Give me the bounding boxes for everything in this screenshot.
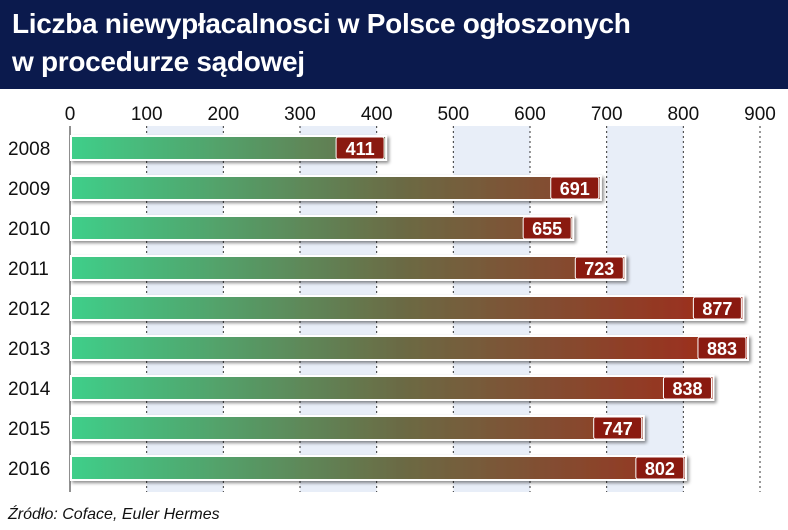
x-tick-label: 700 <box>591 104 623 125</box>
chart-title-line-2: w procedurze sądowej <box>12 46 305 77</box>
data-label: 655 <box>532 219 562 239</box>
bar <box>70 415 645 441</box>
y-category-label: 2009 <box>8 179 50 200</box>
data-label-box <box>692 296 742 320</box>
y-category-label: 2008 <box>8 139 50 160</box>
y-category-label: 2014 <box>8 379 51 400</box>
bar <box>70 255 627 281</box>
chart-title-line-1: Liczba niewypłacalnosci w Polsce ogłoszo… <box>12 8 631 39</box>
x-tick-label: 300 <box>284 104 316 125</box>
x-axis-ticks: 0 100 200 300 400 500 600 700 800 900 <box>65 104 776 125</box>
bars <box>70 135 749 481</box>
chart-header: Liczba niewypłacalnosci w Polsce ogłoszo… <box>0 0 788 89</box>
source-note: Źródło: Coface, Euler Hermes <box>8 506 220 523</box>
data-label: 723 <box>584 259 614 279</box>
x-tick-label: 900 <box>744 104 776 125</box>
data-label-box <box>662 376 712 400</box>
x-tick-label: 200 <box>207 104 239 125</box>
data-label-box <box>635 456 685 480</box>
x-tick-label: 600 <box>514 104 546 125</box>
bar <box>70 215 575 241</box>
bar <box>70 335 749 361</box>
data-label-box <box>574 256 624 280</box>
data-label: 883 <box>707 339 737 359</box>
y-category-label: 2016 <box>8 459 50 480</box>
bar <box>70 375 715 401</box>
y-category-label: 2012 <box>8 299 50 320</box>
data-label-box <box>593 416 643 440</box>
chart-title: Liczba niewypłacalnosci w Polsce ogłoszo… <box>12 5 772 81</box>
y-category-label: 2010 <box>8 219 50 240</box>
data-label-box <box>697 336 747 360</box>
data-label: 838 <box>672 379 702 399</box>
x-tick-label: 100 <box>131 104 163 125</box>
y-category-label: 2013 <box>8 339 50 360</box>
data-label: 802 <box>645 459 675 479</box>
bar <box>70 175 602 201</box>
y-category-label: 2015 <box>8 419 50 440</box>
data-label: 411 <box>346 139 375 159</box>
data-label-box <box>550 176 600 200</box>
data-label-box <box>522 216 572 240</box>
x-tick-label: 400 <box>361 104 393 125</box>
x-tick-label: 500 <box>437 104 469 125</box>
x-tick-label: 0 <box>65 104 76 125</box>
x-tick-label: 800 <box>667 104 699 125</box>
data-label: 691 <box>560 179 590 199</box>
bar <box>70 135 388 161</box>
data-label-box <box>335 136 385 160</box>
y-category-label: 2011 <box>8 259 49 280</box>
bar <box>70 295 745 321</box>
data-label: 747 <box>603 419 633 439</box>
bar <box>70 455 687 481</box>
y-axis-categories: 2008 2009 2010 2011 2012 2013 2014 2015 2016 <box>8 139 51 480</box>
data-label: 877 <box>702 299 732 319</box>
